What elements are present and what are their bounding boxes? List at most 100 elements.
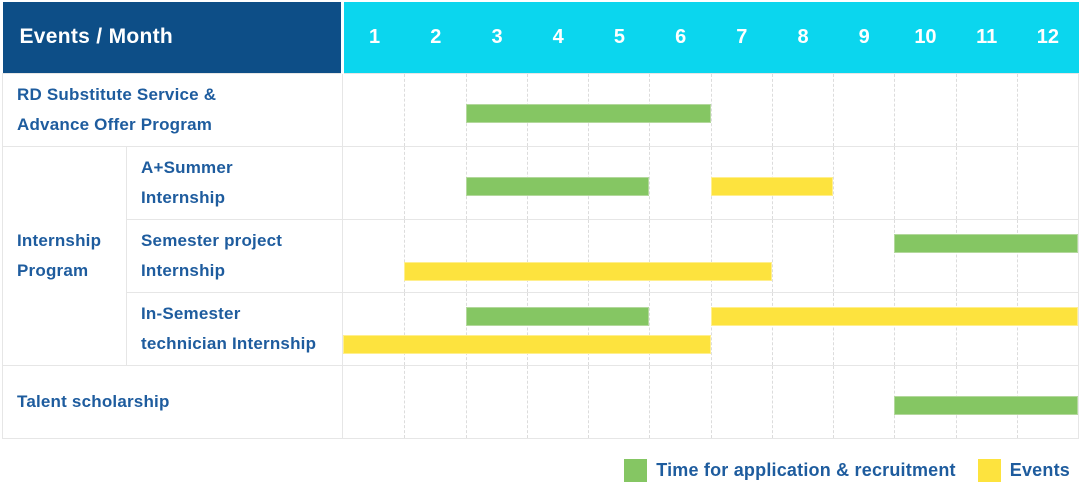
month-gridline: [526, 365, 528, 438]
month-gridline: [1016, 73, 1018, 146]
label-line: Talent scholarship: [17, 391, 170, 411]
legend: Time for application & recruitment Event…: [624, 459, 1070, 482]
legend-label-events: Events: [1009, 460, 1070, 480]
month-label: 9: [858, 25, 870, 48]
row-label-talent-scholarship: Talent scholarship: [1, 364, 344, 439]
corner-header: Events / Month: [2, 2, 345, 73]
month-gridline: [833, 73, 835, 146]
month-gridline: [955, 146, 957, 219]
month-gridline: [404, 219, 406, 292]
month-gridline: [1016, 219, 1018, 292]
label-line: Internship: [141, 260, 226, 280]
gantt-chart-cell: [342, 364, 1080, 439]
label-line: In-Semester: [141, 303, 241, 323]
month-gridline: [465, 365, 467, 438]
month-gridline: [649, 365, 651, 438]
month-gridline: [465, 219, 467, 292]
month-gridline: [771, 365, 773, 438]
month-label: 12: [1036, 25, 1059, 48]
month-label: 5: [613, 25, 625, 48]
row-label-a-plus-summer-internship: A+Summer Internship: [125, 145, 344, 220]
group-label-internship-program: Internship Program: [2, 145, 127, 366]
month-label: 2: [430, 25, 442, 48]
month-gridline: [833, 292, 835, 365]
month-gridline: [833, 146, 835, 219]
gantt-bar-event: [710, 176, 834, 196]
events-swatch-icon: [977, 459, 1001, 482]
month-gridline: [894, 219, 896, 292]
label-line: RD Substitute Service &: [17, 84, 217, 104]
gantt-body: RD Substitute Service & Advance Offer Pro…: [1, 72, 1080, 439]
month-gridline: [404, 146, 406, 219]
month-gridline: [894, 146, 896, 219]
month-gridline: [710, 365, 712, 438]
label-line: A+Summer: [141, 157, 233, 177]
gantt-row-talent-scholarship: Talent scholarship: [1, 364, 1080, 439]
gantt-row-semester-project-internship: Semester project Internship: [3, 218, 1080, 293]
gantt-bar-recruitment: [894, 233, 1079, 253]
gantt-bar-event: [343, 334, 711, 354]
label-line: technician Internship: [141, 333, 317, 353]
month-gridline: [771, 73, 773, 146]
month-label: 4: [552, 25, 564, 48]
gantt-chart-cell: [342, 218, 1080, 293]
month-gridline: [465, 292, 467, 365]
row-label-semester-project-internship: Semester project Internship: [125, 218, 344, 293]
month-label: 6: [675, 25, 687, 48]
gantt-chart-cell: [342, 72, 1080, 147]
recruitment-swatch-icon: [624, 459, 648, 482]
gantt-row-a-plus-summer-internship: Internship Program A+Summer Internship: [2, 145, 1080, 366]
gantt-bar-recruitment: [465, 176, 650, 196]
label-line: Internship: [141, 187, 226, 207]
gantt-row-rd-substitute-service: RD Substitute Service & Advance Offer Pro…: [1, 72, 1080, 147]
month-header-cell: 1 2 3 4 5 6 7 8 9 10 11 12: [342, 2, 1079, 73]
month-gridline: [588, 365, 590, 438]
month-gridline: [710, 73, 712, 146]
month-gridline: [894, 292, 896, 365]
label-line: Semester project: [141, 230, 283, 250]
month-label: 8: [797, 25, 809, 48]
month-gridline: [649, 146, 651, 219]
row-label-in-semester-technician-internship: In-Semester technician Internship: [125, 291, 344, 366]
gantt-bar-event: [404, 261, 772, 281]
label-line: Program: [17, 260, 89, 280]
month-gridline: [710, 292, 712, 365]
month-label: 1: [369, 25, 381, 48]
header-row: Events / Month 1 2 3 4 5 6 7 8 9 10 11 12: [2, 2, 1079, 73]
month-gridline: [955, 292, 957, 365]
month-gridline: [710, 219, 712, 292]
month-gridline: [833, 219, 835, 292]
month-gridline: [649, 292, 651, 365]
gantt-bar-recruitment: [894, 395, 1079, 415]
gantt-bar-event: [710, 306, 1079, 326]
month-gridline: [526, 219, 528, 292]
legend-item-events: Events: [977, 459, 1070, 482]
gantt-row-in-semester-technician-internship: In-Semester technician Internship: [3, 291, 1080, 366]
month-gridline: [955, 73, 957, 146]
gantt-chart-cell: [342, 145, 1080, 220]
gantt-bar-recruitment: [465, 103, 711, 123]
month-gridline: [955, 219, 957, 292]
month-gridline: [833, 365, 835, 438]
month-gridline: [404, 73, 406, 146]
month-header: 1 2 3 4 5 6 7 8 9 10 11 12: [344, 2, 1079, 73]
label-line: Advance Offer Program: [17, 114, 213, 134]
month-label: 7: [736, 25, 748, 48]
gantt-bar-recruitment: [465, 306, 650, 326]
month-gridline: [1016, 292, 1018, 365]
month-gridline: [649, 219, 651, 292]
month-gridline: [526, 292, 528, 365]
legend-label-recruitment: Time for application & recruitment: [656, 460, 956, 480]
gantt-table: Events / Month 1 2 3 4 5 6 7 8 9 10 11 12 RD Substi…: [1, 2, 1080, 439]
month-gridline: [404, 292, 406, 365]
month-gridline: [404, 365, 406, 438]
month-label: 10: [914, 25, 937, 48]
row-label-rd-substitute-service: RD Substitute Service & Advance Offer Pro…: [1, 72, 344, 147]
month-gridline: [1016, 146, 1018, 219]
label-line: Internship: [17, 230, 102, 250]
month-label: 3: [491, 25, 503, 48]
month-gridline: [771, 292, 773, 365]
corner-header-title: Events / Month: [19, 25, 174, 49]
month-gridline: [588, 292, 590, 365]
